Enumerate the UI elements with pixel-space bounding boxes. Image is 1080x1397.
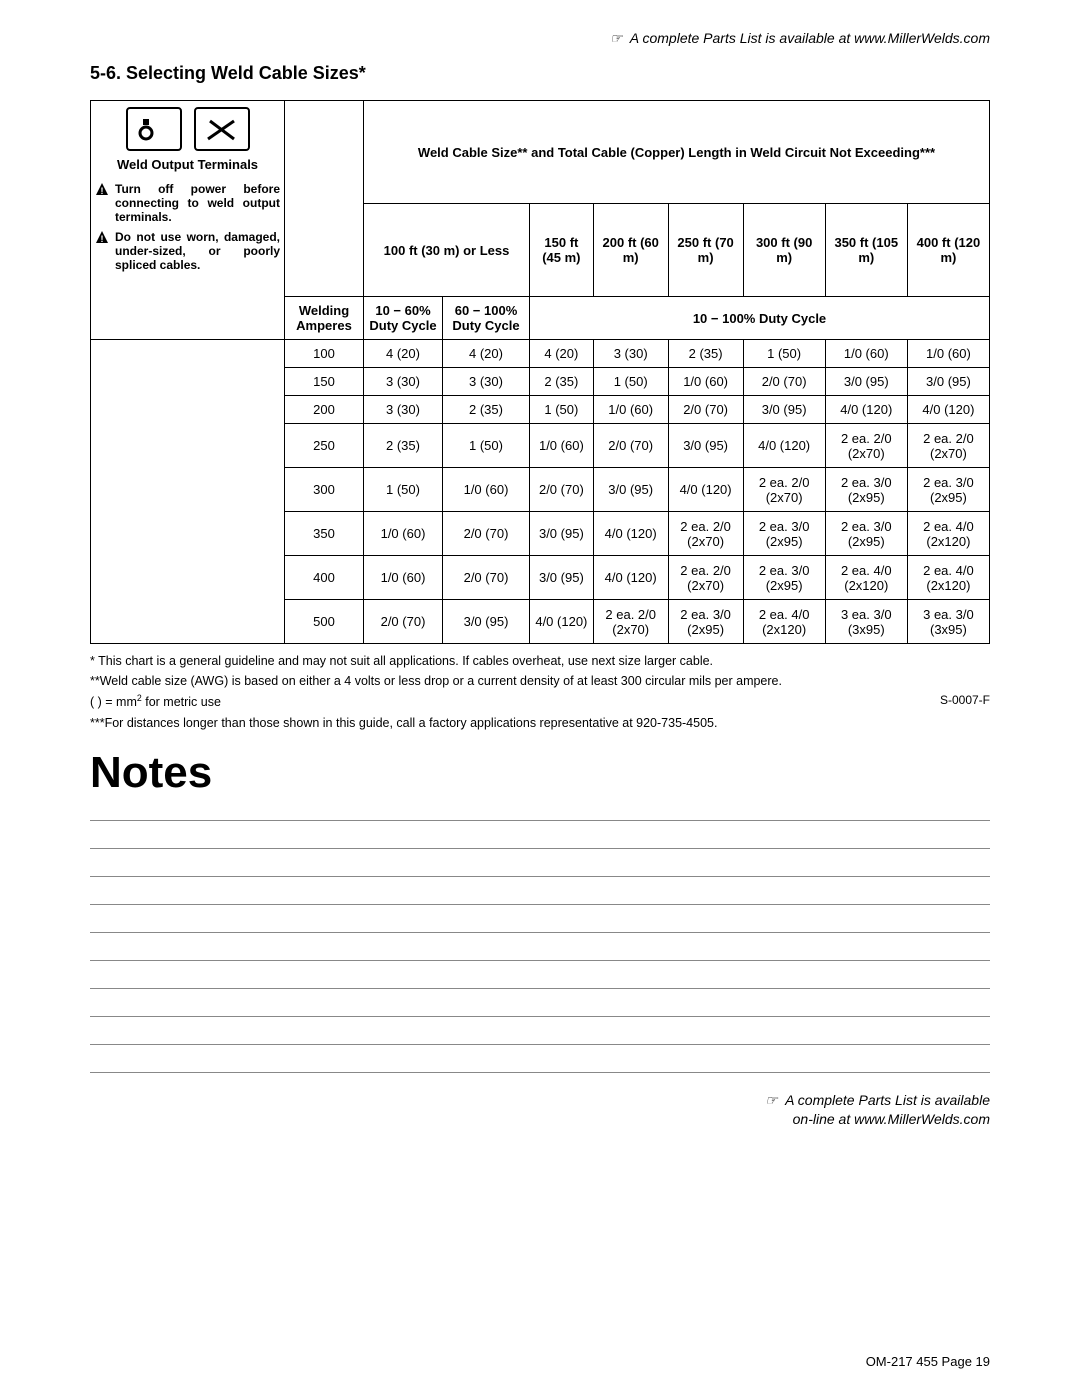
col-welding-amperes: Welding Amperes	[285, 297, 364, 340]
table-footnotes: * This chart is a general guideline and …	[90, 652, 990, 732]
col-200ft: 200 ft (60 m)	[593, 204, 668, 297]
footnote-2a: **Weld cable size (AWG) is based on eith…	[90, 672, 990, 690]
weld-output-terminals-label: Weld Output Terminals	[95, 157, 280, 172]
top-note-text: A complete Parts List is available at ww…	[630, 30, 990, 46]
tools-icon	[194, 107, 250, 151]
col-duty-10-100: 10 − 100% Duty Cycle	[530, 297, 990, 340]
footnote-2b: S-0007-F ( ) = mm2 for metric use	[90, 692, 990, 711]
warn-power-off: Turn off power before connecting to weld…	[115, 182, 280, 224]
note-line	[90, 932, 990, 933]
notes-heading: Notes	[90, 748, 990, 798]
cable-size-table: Weld Output Terminals ! Turn off power b…	[90, 100, 990, 644]
note-line	[90, 876, 990, 877]
s-code: S-0007-F	[940, 692, 990, 709]
bottom-note-line1: A complete Parts List is available	[785, 1092, 990, 1108]
svg-text:!: !	[101, 186, 104, 196]
note-line	[90, 1072, 990, 1073]
warning-cell: Weld Output Terminals ! Turn off power b…	[91, 101, 285, 340]
note-line	[90, 988, 990, 989]
col-300ft: 300 ft (90 m)	[743, 204, 825, 297]
bottom-note-line2: on-line at www.MillerWelds.com	[793, 1111, 990, 1127]
notes-lines	[90, 820, 990, 1073]
note-line	[90, 848, 990, 849]
note-line	[90, 1016, 990, 1017]
footnote-1: * This chart is a general guideline and …	[90, 652, 990, 670]
bottom-parts-note: ☞ A complete Parts List is available on-…	[90, 1091, 990, 1129]
col-duty-60-100: 60 − 100% Duty Cycle	[443, 297, 530, 340]
table-row: 100 4 (20)4 (20)4 (20)3 (30)2 (35)1 (50)…	[91, 340, 990, 368]
svg-text:!: !	[101, 234, 104, 244]
section-title: 5-6. Selecting Weld Cable Sizes*	[90, 63, 990, 84]
page-footer: OM-217 455 Page 19	[866, 1354, 990, 1369]
col-400ft: 400 ft (120 m)	[907, 204, 989, 297]
col-100ft: 100 ft (30 m) or Less	[364, 204, 530, 297]
col-150ft: 150 ft (45 m)	[530, 204, 594, 297]
warning-icon: !	[95, 230, 109, 272]
footnote-3: ***For distances longer than those shown…	[90, 714, 990, 732]
weld-output-icon	[126, 107, 182, 151]
top-parts-note: ☞ A complete Parts List is available at …	[90, 30, 990, 47]
warn-cables: Do not use worn, damaged, under-sized, o…	[115, 230, 280, 272]
note-line	[90, 1044, 990, 1045]
hand-icon: ☞	[610, 30, 623, 47]
hand-icon: ☞	[765, 1091, 778, 1110]
col-250ft: 250 ft (70 m)	[668, 204, 743, 297]
note-line	[90, 820, 990, 821]
note-line	[90, 960, 990, 961]
warning-icon: !	[95, 182, 109, 224]
table-main-header: Weld Cable Size** and Total Cable (Coppe…	[364, 101, 990, 204]
note-line	[90, 904, 990, 905]
col-350ft: 350 ft (105 m)	[825, 204, 907, 297]
col-duty-10-60: 10 − 60% Duty Cycle	[364, 297, 443, 340]
